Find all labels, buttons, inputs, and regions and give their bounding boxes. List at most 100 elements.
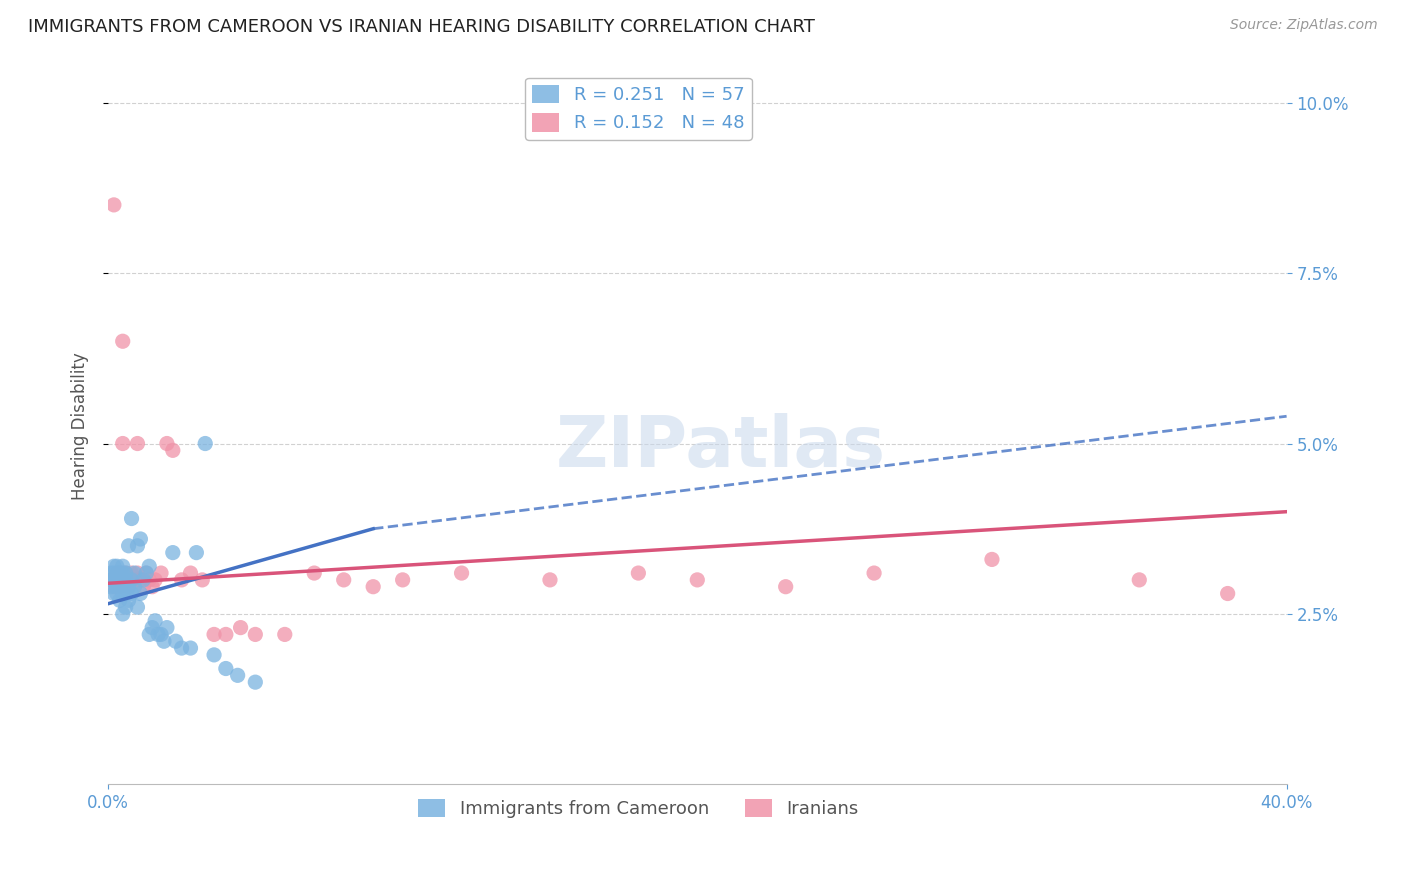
Point [111, 573, 134, 587]
Point [111, 573, 134, 587]
Point [105, 573, 128, 587]
Point [124, 573, 146, 587]
Text: ZIPatlas: ZIPatlas [555, 414, 886, 483]
Point [127, 436, 149, 450]
Point [108, 580, 131, 594]
Point [162, 546, 184, 560]
Point [150, 627, 173, 641]
Point [127, 566, 149, 580]
Point [391, 573, 413, 587]
Point [138, 627, 160, 641]
Point [100, 566, 122, 580]
Point [114, 573, 136, 587]
Point [132, 580, 155, 594]
Point [108, 573, 131, 587]
Point [1216, 586, 1239, 600]
Point [117, 539, 139, 553]
Point [226, 668, 249, 682]
Point [100, 573, 122, 587]
Point [775, 580, 797, 594]
Point [114, 573, 136, 587]
Point [274, 627, 297, 641]
Point [135, 566, 157, 580]
Point [138, 559, 160, 574]
Point [143, 614, 166, 628]
Point [202, 648, 225, 662]
Point [117, 593, 139, 607]
Point [129, 532, 152, 546]
Point [191, 573, 214, 587]
Point [103, 573, 125, 587]
Point [135, 566, 157, 580]
Point [129, 573, 152, 587]
Point [150, 566, 173, 580]
Point [450, 566, 472, 580]
Point [111, 566, 134, 580]
Point [304, 566, 326, 580]
Point [981, 552, 1004, 566]
Point [165, 634, 187, 648]
Point [108, 566, 131, 580]
Point [114, 586, 136, 600]
Text: Source: ZipAtlas.com: Source: ZipAtlas.com [1230, 18, 1378, 32]
Point [132, 573, 155, 587]
Point [100, 573, 122, 587]
Point [361, 580, 384, 594]
Point [114, 566, 136, 580]
Point [105, 573, 128, 587]
Point [111, 586, 134, 600]
Point [114, 600, 136, 615]
Point [105, 580, 128, 594]
Point [138, 573, 160, 587]
Point [245, 675, 267, 690]
Y-axis label: Hearing Disability: Hearing Disability [72, 352, 89, 500]
Legend: Immigrants from Cameroon, Iranians: Immigrants from Cameroon, Iranians [411, 792, 866, 825]
Point [215, 627, 238, 641]
Point [141, 621, 163, 635]
Point [127, 539, 149, 553]
Point [108, 593, 131, 607]
Point [332, 573, 354, 587]
Point [121, 511, 143, 525]
Point [863, 566, 886, 580]
Point [117, 580, 139, 594]
Point [124, 580, 146, 594]
Point [103, 580, 125, 594]
Point [156, 436, 179, 450]
Point [121, 566, 143, 580]
Point [627, 566, 650, 580]
Point [105, 586, 128, 600]
Point [129, 586, 152, 600]
Point [111, 334, 134, 349]
Point [103, 198, 125, 212]
Point [156, 621, 179, 635]
Point [143, 573, 166, 587]
Point [1128, 573, 1150, 587]
Point [105, 566, 128, 580]
Point [100, 580, 122, 594]
Text: IMMIGRANTS FROM CAMEROON VS IRANIAN HEARING DISABILITY CORRELATION CHART: IMMIGRANTS FROM CAMEROON VS IRANIAN HEAR… [28, 18, 815, 36]
Point [245, 627, 267, 641]
Point [103, 559, 125, 574]
Point [141, 580, 163, 594]
Point [162, 443, 184, 458]
Point [170, 573, 193, 587]
Point [124, 566, 146, 580]
Point [105, 566, 128, 580]
Point [186, 546, 208, 560]
Point [127, 600, 149, 615]
Point [105, 559, 128, 574]
Point [121, 573, 143, 587]
Point [202, 627, 225, 641]
Point [179, 641, 201, 656]
Point [215, 661, 238, 675]
Point [108, 580, 131, 594]
Point [194, 436, 217, 450]
Point [229, 621, 252, 635]
Point [686, 573, 709, 587]
Point [538, 573, 561, 587]
Point [179, 566, 201, 580]
Point [121, 586, 143, 600]
Point [121, 573, 143, 587]
Point [103, 586, 125, 600]
